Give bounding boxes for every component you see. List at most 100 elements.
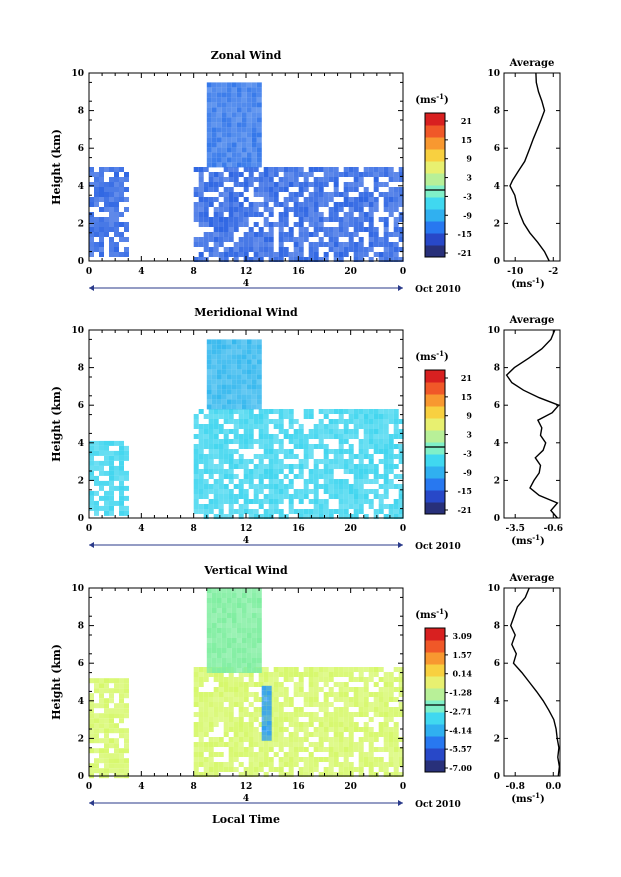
heatmap-cell <box>203 672 209 677</box>
heatmap-cell <box>393 247 399 252</box>
heatmap-cell <box>283 247 289 252</box>
average-x-axis-label: (ms-1) <box>511 533 544 547</box>
day-bar-right-arrow <box>398 542 403 548</box>
heatmap-cell <box>238 172 244 177</box>
heatmap-cell <box>198 212 204 217</box>
heatmap-cell <box>231 668 237 673</box>
heatmap-cell <box>221 603 227 608</box>
heatmap-cell <box>221 643 227 648</box>
heatmap-cell <box>241 127 247 133</box>
heatmap-cell <box>343 697 349 702</box>
heatmap-cell <box>223 414 229 419</box>
heatmap-cell <box>213 469 219 474</box>
heatmap-cell <box>218 712 224 717</box>
heatmap-cell <box>268 672 274 677</box>
average-unit-close: ) <box>540 279 545 290</box>
heatmap-cell <box>203 237 209 242</box>
heatmap-cell <box>226 394 232 400</box>
heatmap-cell <box>253 419 259 424</box>
heatmap-cell <box>206 344 212 350</box>
heatmap-cell <box>99 172 104 177</box>
panel-title: Meridional Wind <box>194 306 298 319</box>
heatmap-cell <box>124 445 129 451</box>
heatmap-cell <box>218 677 224 682</box>
heatmap-cell <box>263 454 269 459</box>
heatmap-cell <box>343 672 349 677</box>
heatmap-cell <box>233 449 239 454</box>
y-tick-label: 6 <box>78 401 84 411</box>
average-frame <box>503 587 561 777</box>
heatmap-cell <box>318 237 324 242</box>
colorbar-swatch <box>425 406 445 419</box>
y-tick-label: 4 <box>78 182 84 192</box>
heatmap-cell <box>333 232 339 237</box>
heatmap-cell <box>253 222 259 227</box>
heatmap-cell <box>298 742 304 747</box>
heatmap-cell <box>398 449 404 454</box>
heatmap-cell <box>246 628 252 633</box>
heatmap-cell <box>263 409 269 414</box>
heatmap-cell <box>268 767 274 772</box>
heatmap-cell <box>333 484 339 489</box>
heatmap-cell <box>323 727 329 732</box>
heatmap-cell <box>233 722 239 727</box>
heatmap-cell <box>263 752 269 757</box>
heatmap-cell <box>363 692 369 697</box>
heatmap-cell <box>398 682 404 687</box>
heatmap-cell <box>333 697 339 702</box>
heatmap-cell <box>313 677 319 682</box>
average-x-tick-label: -0.6 <box>544 524 563 534</box>
day-bar-right-arrow <box>398 800 403 806</box>
heatmap-cell <box>338 742 344 747</box>
heatmap-cell <box>388 439 394 444</box>
heatmap-cell <box>388 509 394 514</box>
heatmap-cell <box>119 475 124 481</box>
heatmap-cell <box>251 653 257 658</box>
heatmap-cell <box>303 692 309 697</box>
heatmap-cell <box>378 192 384 197</box>
heatmap-cell <box>124 197 129 202</box>
heatmap-cell <box>348 687 354 692</box>
heatmap-cell <box>213 677 219 682</box>
heatmap-cell <box>308 732 314 737</box>
average-unit-exp: -1 <box>532 533 540 542</box>
heatmap-cell <box>343 767 349 772</box>
heatmap-cell <box>223 692 229 697</box>
heatmap-cell <box>388 414 394 419</box>
heatmap-cell <box>358 424 364 429</box>
colorbar-tick-label: -1.28 <box>449 688 472 698</box>
heatmap-cell <box>94 172 99 177</box>
heatmap-cell <box>223 697 229 702</box>
heatmap-cell <box>378 252 384 257</box>
heatmap-cell <box>278 732 284 737</box>
heatmap-cell <box>94 465 99 471</box>
heatmap-cell <box>388 172 394 177</box>
heatmap-cell <box>328 237 334 242</box>
heatmap-cell <box>393 172 399 177</box>
heatmap-cell <box>198 697 204 702</box>
heatmap-cell <box>193 742 199 747</box>
heatmap-cell <box>343 197 349 202</box>
heatmap-cell <box>216 364 222 370</box>
heatmap-cell <box>298 722 304 727</box>
heatmap-cell <box>124 470 129 476</box>
heatmap-cell <box>288 419 294 424</box>
colorbar-swatch <box>425 173 445 186</box>
heatmap-cell <box>288 717 294 722</box>
heatmap-cell <box>206 374 212 380</box>
heatmap-cell <box>318 227 324 232</box>
heatmap-cell <box>323 479 329 484</box>
heatmap-cell <box>243 727 249 732</box>
heatmap-cell <box>218 424 224 429</box>
heatmap-cell <box>278 222 284 227</box>
heatmap-cell <box>99 698 104 704</box>
heatmap-cell <box>99 242 104 247</box>
heatmap-cell <box>223 687 229 692</box>
heatmap-cell <box>218 242 224 247</box>
heatmap-cell <box>363 252 369 257</box>
heatmap-cell <box>241 354 247 360</box>
heatmap-cell <box>228 454 234 459</box>
heatmap-cell <box>256 157 262 163</box>
heatmap-cell <box>211 82 217 88</box>
heatmap-cell <box>248 747 254 752</box>
